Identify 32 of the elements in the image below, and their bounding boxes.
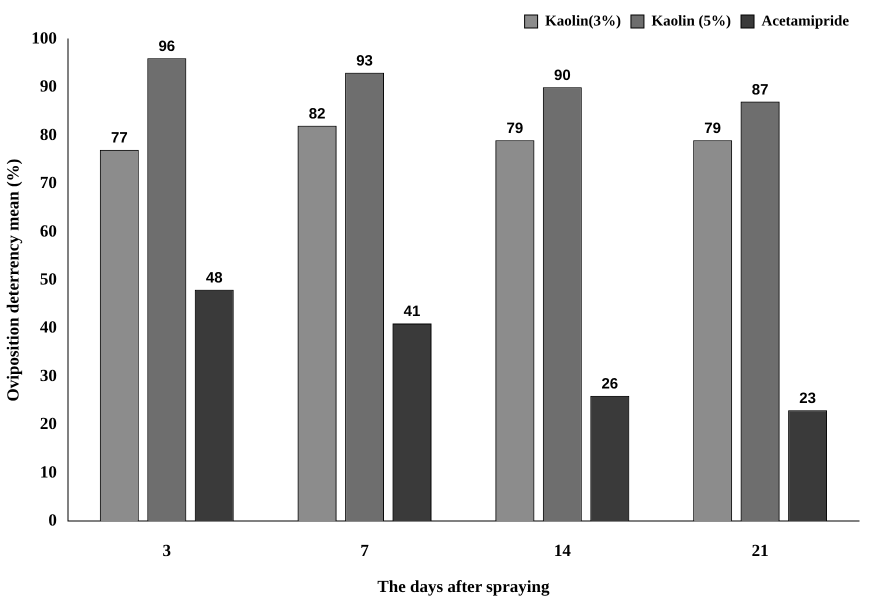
y-tick-label: 50 xyxy=(40,269,57,288)
legend-label: Acetamipride xyxy=(762,13,850,30)
data-label: 23 xyxy=(799,390,816,407)
y-tick-label: 60 xyxy=(40,221,57,240)
y-tick-label: 100 xyxy=(31,28,57,48)
y-tick-label: 0 xyxy=(48,510,57,530)
data-label: 77 xyxy=(110,130,128,147)
data-label: 48 xyxy=(206,269,223,286)
data-label: 26 xyxy=(601,375,618,392)
data-label: 79 xyxy=(506,120,524,137)
legend-label: Kaolin(3%) xyxy=(545,13,621,30)
x-tick-label: 3 xyxy=(162,540,172,560)
y-tick-label: 40 xyxy=(40,318,57,337)
x-tick-label: 14 xyxy=(554,540,572,560)
data-label: 93 xyxy=(356,52,373,70)
y-tick-label: 70 xyxy=(40,173,57,192)
x-tick-label: 7 xyxy=(360,540,370,560)
y-tick-label: 30 xyxy=(40,366,57,385)
y-tick-label: 80 xyxy=(40,124,57,144)
data-label: 90 xyxy=(554,66,571,84)
x-tick-label: 21 xyxy=(752,540,769,560)
y-tick-label: 20 xyxy=(40,414,57,434)
data-label: 96 xyxy=(158,38,176,55)
data-label: 82 xyxy=(308,105,326,122)
legend-label: Kaolin (5%) xyxy=(651,13,732,30)
y-axis-title: Oviposition deterrency mean (%) xyxy=(4,158,23,402)
data-label: 79 xyxy=(704,120,721,137)
x-axis-title: The days after spraying xyxy=(377,577,550,596)
y-tick-label: 10 xyxy=(40,462,57,482)
data-label: 41 xyxy=(404,303,420,320)
data-label: 87 xyxy=(752,81,768,98)
y-tick-label: 90 xyxy=(40,76,57,96)
